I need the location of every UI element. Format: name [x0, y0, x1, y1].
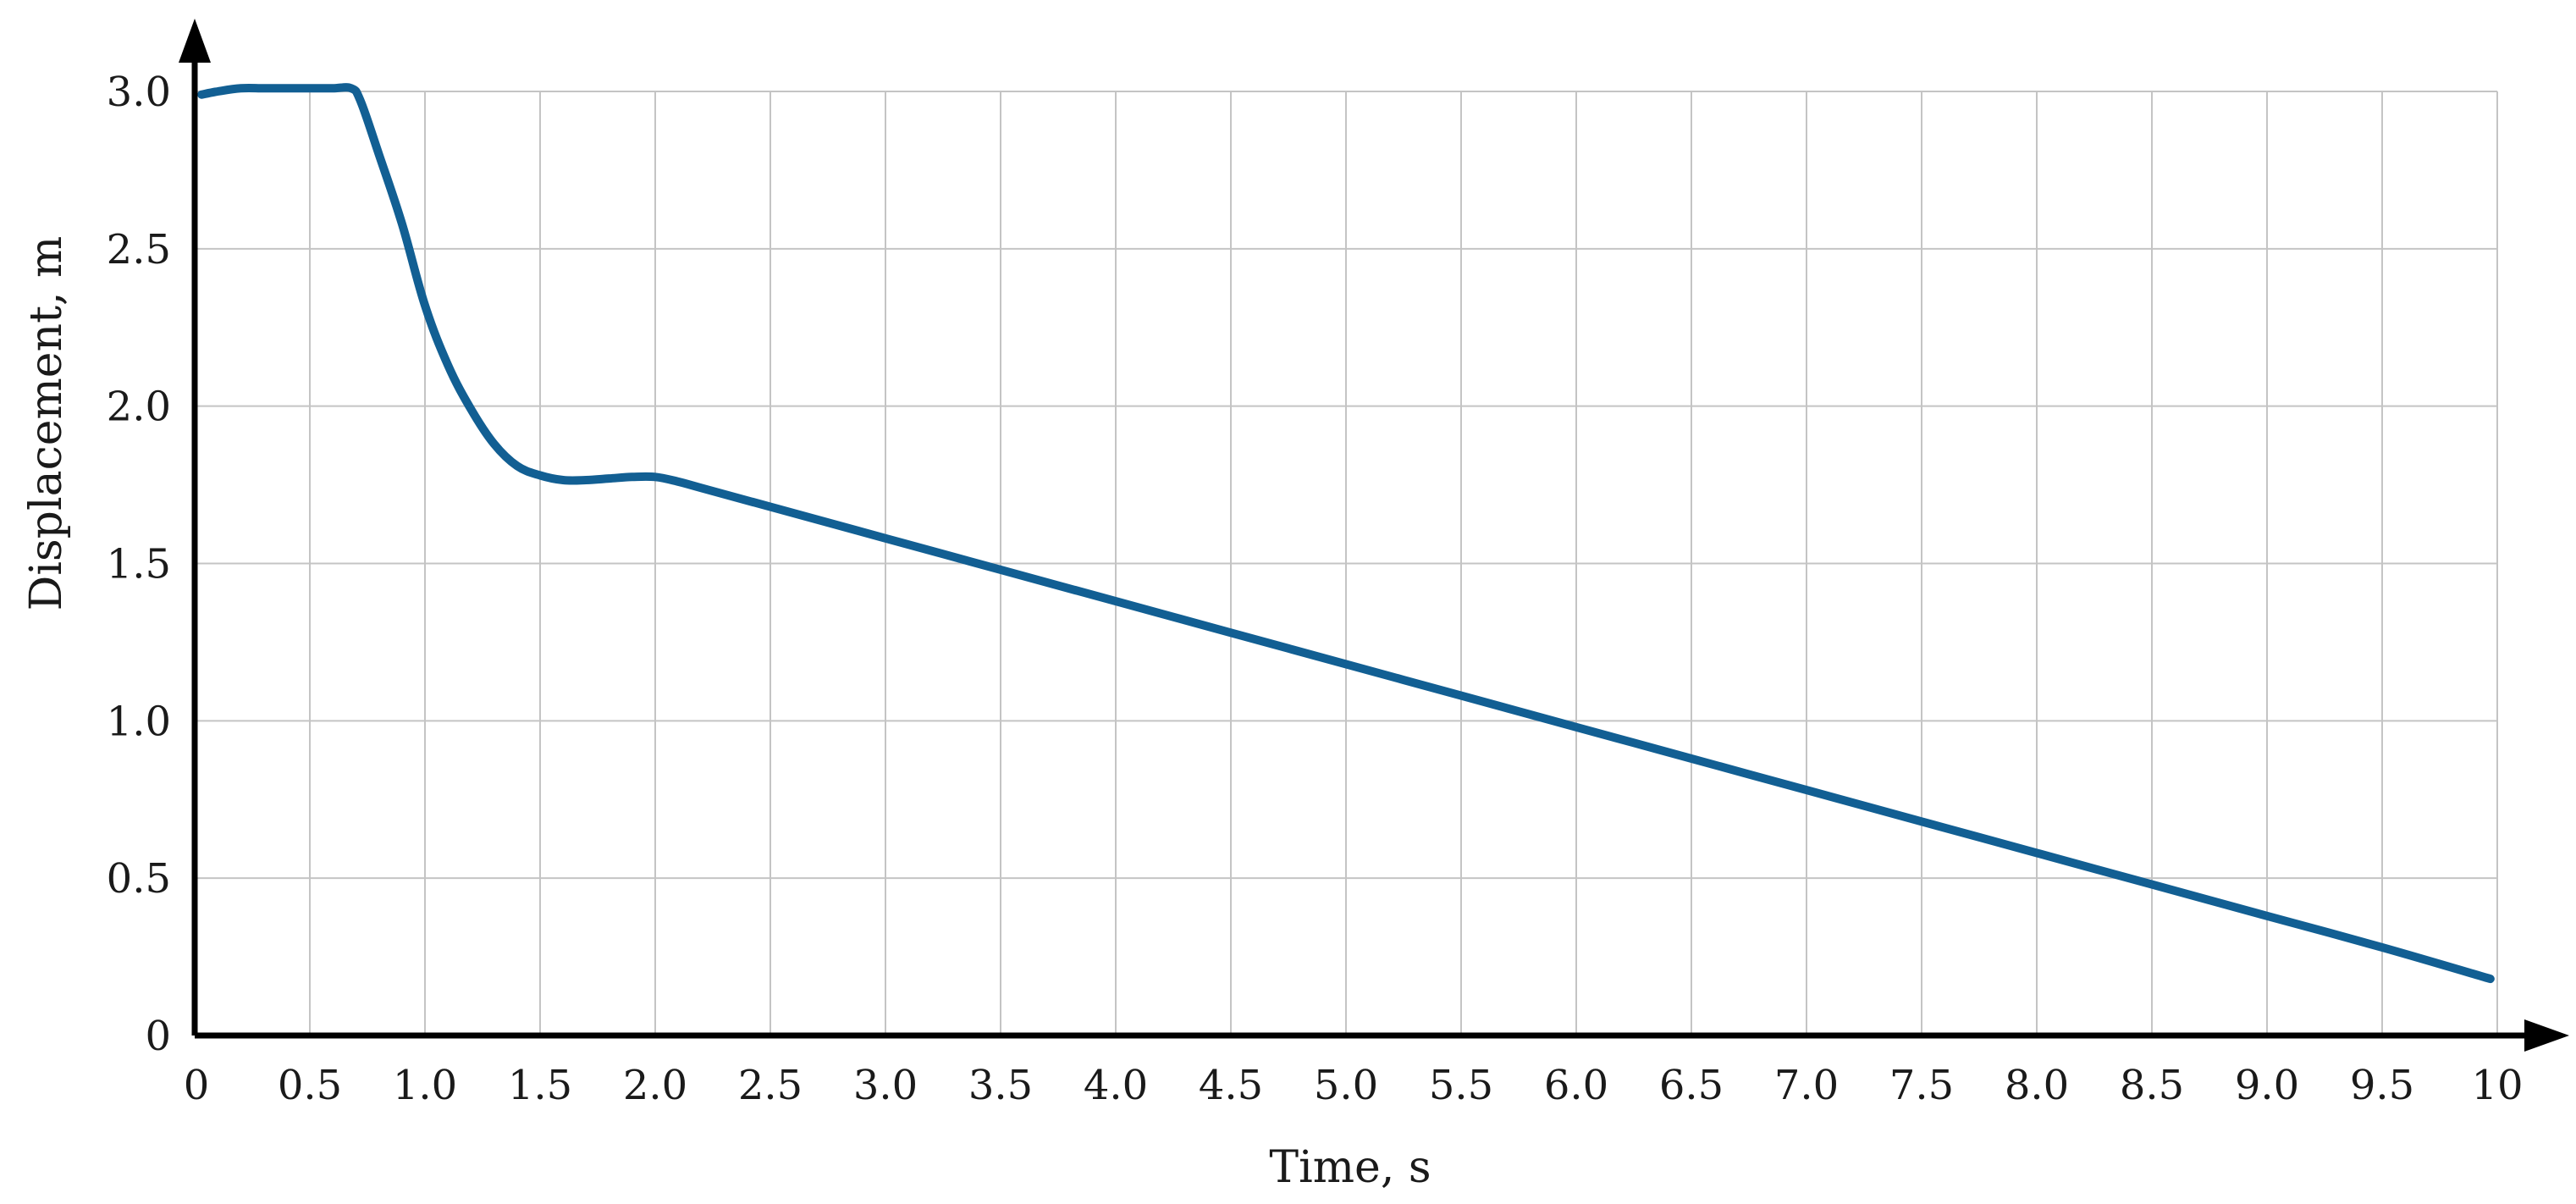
x-tick-label: 8.0: [2005, 1062, 2069, 1109]
x-tick-label: 8.5: [2120, 1062, 2184, 1109]
x-tick-label: 4.5: [1199, 1062, 1263, 1109]
y-tick-label: 1.0: [107, 698, 171, 745]
x-tick-label: 2.5: [738, 1062, 803, 1109]
x-tick-label: 0.5: [278, 1062, 342, 1109]
x-tick-label: 3.0: [853, 1062, 918, 1109]
series-layer: [197, 83, 2495, 984]
y-tick-label: 2.0: [107, 384, 171, 431]
axes: [179, 19, 2569, 1052]
x-axis-title: Time, s: [1269, 1142, 1431, 1193]
x-tick-label: 7.0: [1774, 1062, 1839, 1109]
x-tick-label: 4.0: [1084, 1062, 1148, 1109]
y-tick-labels: 0 0.5 1.0 1.5 2.0 2.5 3.0: [107, 69, 171, 1060]
x-tick-label: 10: [2471, 1062, 2523, 1109]
x-tick-label: 1.5: [508, 1062, 572, 1109]
y-axis-arrow: [179, 19, 211, 63]
grid-lines: [195, 91, 2498, 1036]
y-tick-label: 2.5: [107, 226, 171, 273]
x-tick-label: 6.0: [1544, 1062, 1608, 1109]
y-tick-label: 0: [145, 1013, 171, 1060]
y-axis-title: Displacement, m: [21, 236, 72, 611]
x-axis-arrow: [2524, 1019, 2569, 1052]
x-tick-label: 2.0: [623, 1062, 687, 1109]
x-tick-label: 9.0: [2235, 1062, 2299, 1109]
x-tick-label: 5.0: [1314, 1062, 1378, 1109]
x-tick-label: 6.5: [1659, 1062, 1724, 1109]
x-tick-label: 9.5: [2350, 1062, 2414, 1109]
x-tick-label: 7.5: [1889, 1062, 1954, 1109]
series-line: [197, 83, 2495, 984]
x-tick-label: 3.5: [968, 1062, 1033, 1109]
x-tick-label: 5.5: [1429, 1062, 1493, 1109]
x-tick-label: 1.0: [393, 1062, 457, 1109]
y-tick-label: 0.5: [107, 855, 171, 903]
y-tick-label: 3.0: [107, 69, 171, 116]
x-tick-labels: 0 0.5 1.0 1.5 2.0 2.5 3.0 3.5 4.0 4.5 5.0 5.5 6.0 6.5…: [184, 1062, 2524, 1109]
x-tick-label: 0: [184, 1062, 210, 1109]
y-tick-label: 1.5: [107, 541, 171, 588]
